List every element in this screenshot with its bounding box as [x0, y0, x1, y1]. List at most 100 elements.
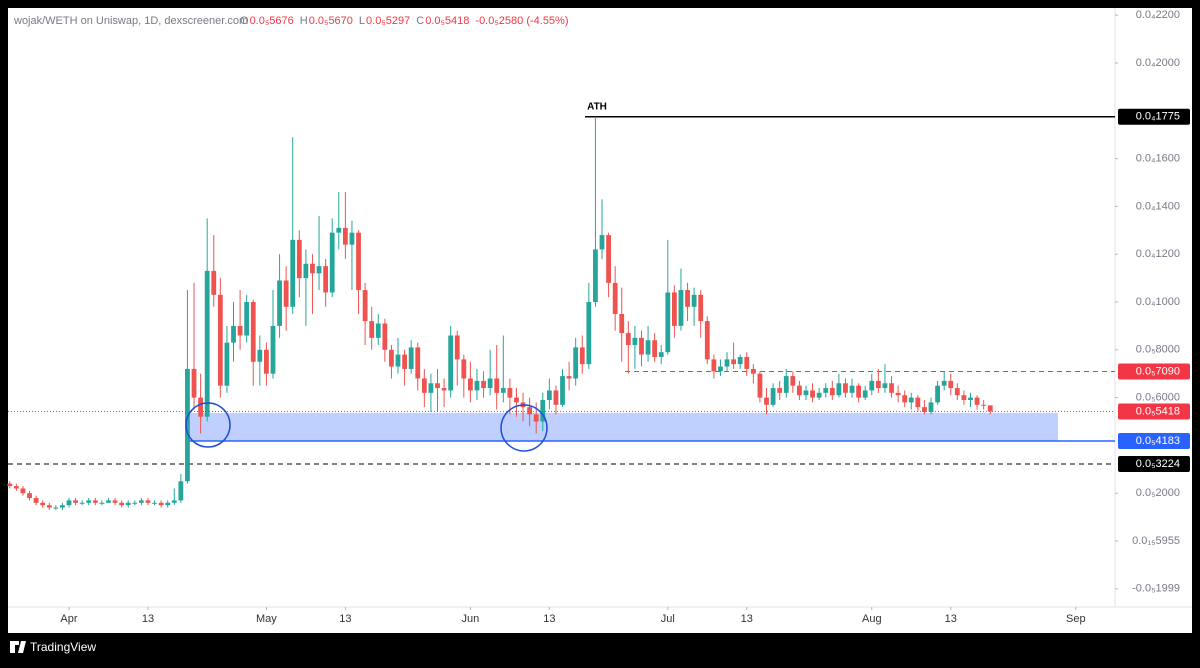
candle-body: [487, 378, 493, 389]
candle-body: [606, 235, 611, 283]
candle-body: [264, 349, 269, 374]
candle-body: [902, 395, 908, 403]
price-label: 0.0₄1775: [1136, 111, 1180, 123]
candle-body: [461, 359, 467, 379]
candle-body: [639, 337, 644, 355]
candle-body: [369, 321, 375, 338]
candle-body: [191, 368, 197, 398]
candle-body: [13, 486, 19, 489]
x-tick-label: Jul: [661, 613, 675, 625]
candle-body: [224, 342, 230, 386]
highlight-circle: [500, 404, 548, 452]
candle-body: [441, 388, 447, 391]
candle-body: [185, 368, 190, 482]
price-label: 0.0₅7090: [1136, 365, 1180, 377]
candle-body: [336, 227, 342, 233]
candle-body: [283, 280, 289, 307]
candle-body: [579, 347, 585, 365]
candle-body: [217, 294, 223, 386]
candle-body: [922, 407, 927, 412]
candle-body: [770, 388, 776, 405]
ohlc-key: H: [300, 15, 308, 27]
candle-body: [685, 290, 690, 307]
candle-body: [731, 359, 737, 365]
price-label: 0.0₅4183: [1136, 435, 1180, 447]
candle-body: [671, 292, 677, 326]
y-tick-label: 0.0₄1400: [1136, 200, 1180, 212]
candle-body: [303, 263, 309, 279]
candle-body: [316, 266, 322, 274]
ohlc-change: -0.0₅2580 (-4.55%): [475, 15, 568, 27]
candle-body: [27, 493, 32, 499]
price-label: 0.0₅5418: [1136, 405, 1180, 417]
candle-body: [73, 500, 78, 503]
x-tick-label: 13: [945, 613, 957, 625]
price-label-box: [1118, 403, 1190, 420]
candle-body: [981, 404, 987, 406]
candle-body: [408, 347, 414, 369]
candle-body: [112, 500, 118, 503]
candle-body: [270, 325, 276, 374]
candle-body: [211, 270, 217, 295]
x-tick-label: Aug: [862, 613, 882, 625]
candle-body: [250, 302, 256, 362]
candle-body: [481, 380, 486, 389]
candle-body: [507, 388, 513, 398]
candle-body: [586, 302, 592, 365]
candle-body: [500, 388, 506, 393]
candle-body: [467, 378, 473, 391]
candle-body: [231, 325, 236, 343]
candle-body: [803, 390, 809, 396]
candle-body: [362, 290, 368, 322]
candle-body: [178, 481, 184, 501]
candle-body: [691, 294, 697, 307]
candle-body: [737, 356, 743, 365]
support-zone: [188, 412, 1058, 442]
candle-body: [645, 340, 651, 355]
candle-body: [869, 380, 875, 391]
candle-body: [895, 392, 901, 396]
x-tick-label: Sep: [1066, 613, 1086, 625]
x-tick-label: 13: [142, 613, 154, 625]
candle-body: [862, 390, 868, 398]
candle-body: [375, 323, 381, 338]
candle-body: [171, 500, 177, 503]
candle-body: [856, 385, 862, 398]
candle-body: [46, 505, 52, 508]
candle-body: [843, 383, 848, 393]
candle-body: [711, 359, 717, 372]
candle-body: [323, 266, 329, 293]
y-tick-label: 0.0₁₅5955: [1132, 535, 1180, 547]
candle-body: [540, 400, 546, 422]
y-tick-label: 0.0₄2000: [1136, 57, 1180, 69]
candle-body: [797, 385, 802, 396]
candle-body: [619, 313, 625, 334]
candle-body: [428, 383, 434, 393]
ohlc-value: 0.0₅5297: [366, 15, 410, 27]
y-tick-label: 0.0₄1000: [1136, 296, 1180, 308]
candle-body: [125, 502, 131, 506]
ohlc-legend: O 0.0₅5676 H 0.0₅5670 L 0.0₅5297 C 0.0₅5418 -0.0…: [240, 15, 569, 27]
candle-body: [777, 388, 783, 393]
candle-body: [448, 335, 454, 391]
candle-body: [60, 505, 65, 508]
candle-body: [145, 500, 151, 503]
symbol-title: wojak/WETH on Uniswap, 1D, dexscreener.c…: [13, 15, 248, 27]
candle-body: [290, 239, 296, 307]
candle-body: [310, 263, 315, 274]
candle-body: [474, 380, 480, 391]
ohlc-value: 0.0₅5670: [309, 15, 353, 27]
ohlc-key: C: [416, 15, 424, 27]
candle-body: [665, 292, 671, 353]
candle-body: [987, 405, 993, 412]
candle-body: [349, 232, 355, 245]
candle-body: [836, 383, 842, 396]
candle-body: [277, 280, 282, 326]
candle-body: [546, 390, 552, 401]
candle-body: [152, 502, 157, 504]
candle-body: [790, 376, 796, 386]
candle-body: [810, 390, 815, 398]
y-tick-label: 0.0₄1600: [1136, 152, 1180, 164]
